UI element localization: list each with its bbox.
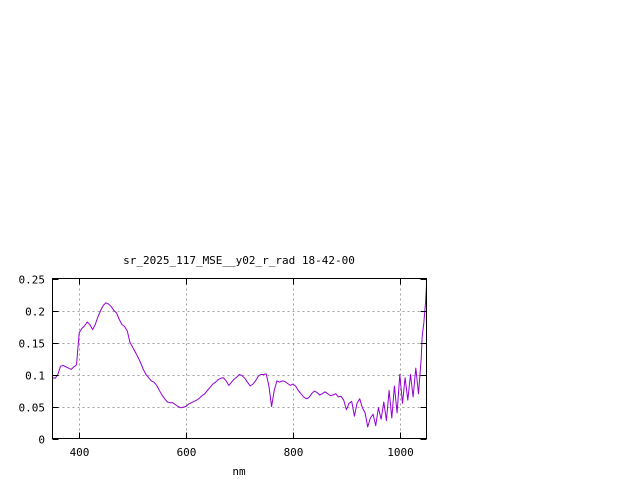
- x-tick-label: 400: [70, 446, 90, 459]
- x-tick-label: 800: [284, 446, 304, 459]
- y-axis-tick-labels: 0 0.05 0.1 0.15 0.2 0.25: [19, 274, 46, 447]
- series-line: [52, 284, 427, 428]
- y-tick-label: 0.15: [19, 338, 46, 351]
- y-tick-label: 0.1: [25, 370, 45, 383]
- x-axis-tick-labels: 400 600 800 1000: [70, 446, 414, 459]
- plot-area: [52, 284, 427, 428]
- axis-ticks: [52, 278, 427, 440]
- y-tick-label: 0.25: [19, 274, 46, 287]
- y-tick-label: 0: [38, 434, 45, 447]
- chart-title: sr_2025_117_MSE__y02_r_rad 18-42-00: [123, 254, 355, 267]
- x-tick-label: 600: [177, 446, 197, 459]
- grid-lines: [52, 278, 427, 439]
- x-axis-label: nm: [232, 465, 246, 478]
- x-tick-label: 1000: [387, 446, 414, 459]
- y-tick-label: 0.05: [19, 402, 46, 415]
- y-tick-label: 0.2: [25, 306, 45, 319]
- plot-frame: [52, 278, 427, 439]
